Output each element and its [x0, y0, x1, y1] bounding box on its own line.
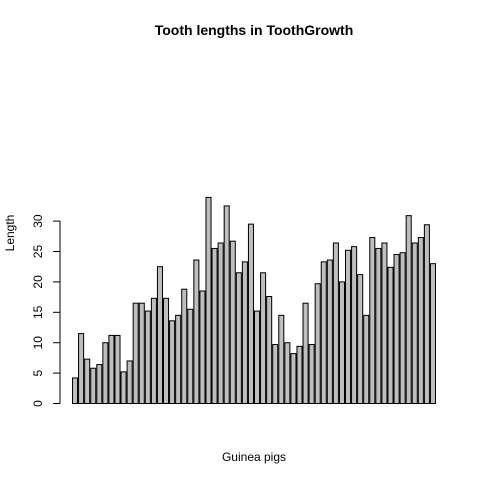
- bar-30: [247, 223, 254, 404]
- bar-51: [375, 247, 382, 404]
- bar-39: [302, 302, 309, 404]
- bar-60: [429, 263, 436, 404]
- bar-2: [78, 333, 85, 404]
- y-tick-label: 10: [31, 336, 45, 350]
- bar-55: [399, 252, 406, 404]
- bar-22: [199, 290, 206, 404]
- bar-6: [102, 342, 109, 405]
- y-tick-label: 30: [31, 214, 45, 228]
- bar-32: [260, 272, 267, 404]
- bar-5: [96, 364, 103, 404]
- bar-17: [169, 320, 176, 404]
- bar-36: [284, 342, 291, 405]
- bar-43: [326, 259, 333, 405]
- x-axis-label: Guinea pigs: [222, 450, 286, 464]
- bar-18: [175, 314, 182, 404]
- bar-48: [357, 274, 364, 404]
- bar-59: [423, 224, 430, 404]
- bar-53: [387, 266, 394, 404]
- y-tick-label: 5: [31, 369, 45, 376]
- bar-47: [351, 246, 358, 404]
- bar-7: [108, 334, 115, 404]
- bar-37: [290, 353, 297, 405]
- bar-20: [187, 308, 194, 405]
- bar-41: [314, 283, 321, 404]
- bar-34: [272, 344, 279, 404]
- bars: [72, 196, 436, 405]
- bar-15: [156, 266, 163, 405]
- bar-23: [205, 196, 212, 404]
- bar-45: [338, 281, 345, 404]
- bar-27: [229, 240, 236, 404]
- bar-1: [72, 377, 79, 404]
- bar-13: [144, 310, 151, 404]
- bar-24: [211, 247, 218, 404]
- bar-29: [241, 261, 248, 404]
- bar-11: [132, 302, 139, 404]
- bar-57: [411, 242, 418, 404]
- bar-52: [381, 242, 388, 404]
- bar-33: [266, 295, 273, 404]
- bar-49: [363, 314, 370, 404]
- y-tick-label: 0: [31, 400, 45, 407]
- bar-28: [235, 272, 242, 404]
- bar-3: [84, 358, 91, 404]
- bar-14: [150, 297, 157, 405]
- y-axis-label: Length: [3, 215, 17, 252]
- bar-40: [308, 344, 315, 404]
- bar-19: [181, 288, 188, 405]
- bar-44: [332, 242, 339, 404]
- bar-16: [163, 297, 170, 405]
- bar-58: [417, 237, 424, 404]
- bar-35: [278, 314, 285, 404]
- bar-8: [114, 334, 121, 404]
- bar-10: [126, 360, 133, 405]
- y-tick-label: 15: [31, 305, 45, 319]
- bar-54: [393, 254, 400, 404]
- bar-26: [223, 205, 230, 404]
- y-axis: 0 5 10 15 20 25 30: [31, 214, 61, 407]
- bar-9: [120, 371, 127, 405]
- bar-12: [138, 302, 145, 404]
- bar-21: [193, 259, 200, 405]
- bar-42: [320, 261, 327, 404]
- bar-56: [405, 215, 412, 404]
- bar-31: [254, 310, 261, 404]
- bar-46: [345, 249, 352, 404]
- bar-38: [296, 345, 303, 405]
- bar-25: [217, 242, 224, 404]
- y-tick-label: 25: [31, 245, 45, 259]
- bar-4: [90, 367, 97, 404]
- chart-title: Tooth lengths in ToothGrowth: [155, 22, 354, 38]
- bar-50: [369, 237, 376, 404]
- y-tick-label: 20: [31, 275, 45, 289]
